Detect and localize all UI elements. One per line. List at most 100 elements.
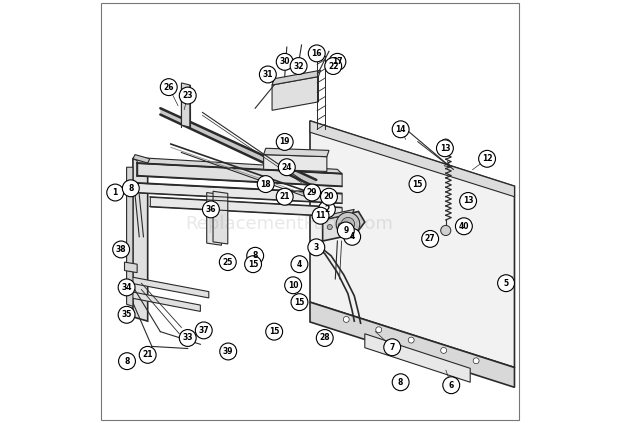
Circle shape — [327, 225, 332, 230]
Polygon shape — [322, 209, 354, 220]
Polygon shape — [213, 191, 228, 244]
Polygon shape — [310, 121, 515, 368]
Text: 1: 1 — [113, 188, 118, 197]
Circle shape — [285, 277, 301, 294]
Circle shape — [348, 225, 353, 230]
Circle shape — [219, 254, 236, 271]
Text: 9: 9 — [343, 226, 348, 235]
Text: 34: 34 — [122, 283, 132, 292]
Text: ReplacementParts.com: ReplacementParts.com — [185, 215, 393, 233]
Circle shape — [278, 159, 295, 176]
Polygon shape — [264, 154, 327, 171]
Circle shape — [441, 347, 446, 353]
Circle shape — [443, 377, 459, 394]
Circle shape — [376, 327, 382, 333]
Polygon shape — [206, 192, 221, 245]
Circle shape — [337, 222, 354, 239]
Circle shape — [408, 337, 414, 343]
Text: 16: 16 — [311, 49, 322, 58]
Circle shape — [266, 323, 283, 340]
Circle shape — [107, 184, 123, 201]
Polygon shape — [322, 214, 352, 241]
Circle shape — [161, 79, 177, 96]
Circle shape — [291, 294, 308, 310]
Text: 30: 30 — [280, 58, 290, 66]
Circle shape — [473, 358, 479, 364]
Text: 8: 8 — [125, 357, 130, 365]
Text: 13: 13 — [463, 196, 473, 206]
Circle shape — [259, 66, 277, 83]
Circle shape — [195, 322, 212, 339]
Circle shape — [257, 176, 274, 192]
Circle shape — [277, 53, 293, 70]
Polygon shape — [329, 212, 365, 237]
Circle shape — [308, 239, 325, 256]
Circle shape — [384, 339, 401, 356]
Text: 31: 31 — [263, 70, 273, 79]
Text: 12: 12 — [482, 154, 492, 163]
Text: 15: 15 — [294, 298, 304, 307]
Circle shape — [441, 139, 451, 149]
Circle shape — [339, 223, 343, 228]
Text: 38: 38 — [116, 245, 126, 254]
Text: 25: 25 — [223, 258, 233, 266]
Circle shape — [392, 121, 409, 138]
Text: 14: 14 — [396, 125, 406, 134]
Circle shape — [479, 150, 495, 167]
Text: 8: 8 — [398, 378, 404, 387]
Text: 10: 10 — [288, 281, 298, 290]
Circle shape — [118, 353, 135, 370]
Polygon shape — [272, 70, 321, 85]
Circle shape — [436, 140, 453, 157]
Text: 3: 3 — [314, 243, 319, 252]
Circle shape — [336, 212, 360, 236]
Text: 2: 2 — [324, 205, 329, 214]
Text: 37: 37 — [198, 326, 209, 335]
Text: 15: 15 — [269, 327, 280, 336]
Text: 5: 5 — [503, 279, 508, 288]
Text: 17: 17 — [332, 58, 343, 66]
Text: 39: 39 — [223, 347, 234, 356]
Circle shape — [179, 330, 196, 346]
Text: 4: 4 — [297, 260, 302, 269]
Polygon shape — [310, 121, 515, 197]
Circle shape — [290, 58, 307, 74]
Circle shape — [441, 225, 451, 236]
Text: 13: 13 — [440, 144, 450, 153]
Circle shape — [392, 374, 409, 391]
Polygon shape — [126, 167, 133, 306]
Text: 20: 20 — [324, 192, 334, 201]
Polygon shape — [264, 148, 329, 157]
Circle shape — [321, 188, 337, 205]
Polygon shape — [182, 83, 190, 127]
Polygon shape — [365, 334, 470, 382]
Circle shape — [219, 343, 237, 360]
Circle shape — [343, 316, 349, 322]
Polygon shape — [131, 291, 200, 311]
Text: 27: 27 — [425, 234, 435, 243]
Polygon shape — [310, 302, 515, 387]
Text: 24: 24 — [281, 163, 292, 172]
Circle shape — [343, 228, 361, 245]
Circle shape — [245, 256, 262, 273]
Circle shape — [118, 306, 135, 323]
Circle shape — [325, 58, 342, 74]
Circle shape — [247, 247, 264, 264]
Text: 19: 19 — [280, 137, 290, 146]
Circle shape — [277, 134, 293, 150]
Text: 26: 26 — [164, 82, 174, 92]
Text: 22: 22 — [328, 61, 339, 71]
Text: 6: 6 — [449, 381, 454, 390]
Circle shape — [304, 184, 321, 201]
Text: 29: 29 — [307, 188, 317, 197]
Polygon shape — [133, 159, 148, 321]
Circle shape — [291, 256, 308, 273]
Text: 11: 11 — [316, 211, 326, 220]
Circle shape — [308, 45, 325, 62]
Circle shape — [277, 188, 293, 205]
Text: 40: 40 — [459, 222, 469, 231]
Circle shape — [319, 201, 335, 218]
Circle shape — [140, 346, 156, 363]
Text: 4: 4 — [350, 232, 355, 241]
Text: 35: 35 — [122, 310, 132, 319]
